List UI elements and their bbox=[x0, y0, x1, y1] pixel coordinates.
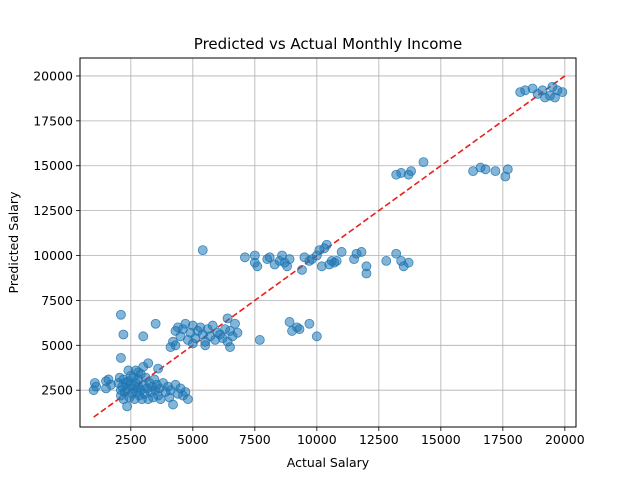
scatter-point bbox=[480, 164, 491, 175]
scatter-point bbox=[304, 318, 315, 329]
y-tick-label: 15000 bbox=[33, 158, 73, 173]
scatter-point bbox=[381, 256, 392, 266]
scatter-point bbox=[207, 320, 218, 331]
scatter-point bbox=[240, 252, 250, 263]
scatter-point bbox=[311, 331, 322, 342]
grid-lines bbox=[80, 58, 576, 427]
scatter-point bbox=[168, 399, 178, 410]
scatter-point bbox=[331, 256, 342, 266]
scatter-point bbox=[197, 245, 208, 256]
y-axis-label: Predicted Salary bbox=[6, 191, 21, 294]
scatter-point bbox=[284, 254, 295, 265]
x-tick-label: 15000 bbox=[421, 432, 461, 447]
x-tick-label: 5000 bbox=[177, 432, 209, 447]
y-tick-label: 10000 bbox=[33, 248, 73, 263]
y-tick-label: 2500 bbox=[41, 383, 73, 398]
scatter-point bbox=[336, 247, 347, 257]
scatter-point bbox=[297, 264, 307, 275]
scatter-point bbox=[91, 381, 102, 392]
x-tick-label: 20000 bbox=[545, 432, 585, 447]
y-tick-label: 7500 bbox=[41, 293, 73, 308]
scatter-point bbox=[361, 268, 372, 279]
scatter-point bbox=[284, 317, 295, 327]
scatter-point bbox=[418, 157, 429, 168]
y-tick-label: 5000 bbox=[41, 338, 73, 353]
scatter-point bbox=[187, 338, 198, 349]
scatter-point bbox=[232, 327, 243, 338]
scatter-point bbox=[264, 252, 275, 263]
x-tick-label: 10000 bbox=[297, 432, 337, 447]
scatter-point bbox=[406, 166, 416, 177]
x-axis-ticks: 2500 5000 7500 10000 12500 15000 17500 20000 bbox=[115, 427, 585, 447]
scatter-point bbox=[294, 324, 305, 335]
scatter-point bbox=[118, 329, 129, 340]
scatter-point bbox=[122, 401, 133, 412]
scatter-point bbox=[550, 92, 560, 103]
x-tick-label: 17500 bbox=[483, 432, 523, 447]
scatter-point bbox=[230, 318, 240, 329]
scatter-point bbox=[200, 340, 211, 351]
y-tick-label: 17500 bbox=[33, 113, 73, 128]
y-axis-ticks: 2500 5000 7500 10000 12500 15000 17500 20000 bbox=[33, 68, 80, 398]
x-tick-label: 7500 bbox=[239, 432, 271, 447]
x-axis-label: Actual Salary bbox=[287, 455, 370, 470]
scatter-point bbox=[403, 257, 414, 268]
scatter-point bbox=[116, 309, 126, 320]
scatter-point bbox=[557, 87, 568, 98]
scatter-point bbox=[356, 247, 367, 257]
scatter-point bbox=[225, 342, 235, 352]
scatter-point bbox=[133, 367, 144, 378]
x-tick-label: 2500 bbox=[115, 432, 147, 447]
scatter-point bbox=[391, 248, 402, 259]
scatter-point bbox=[490, 166, 501, 177]
scatter-point bbox=[153, 363, 164, 374]
chart-title: Predicted vs Actual Monthly Income bbox=[194, 35, 462, 53]
scatter-point bbox=[143, 358, 154, 369]
scatter-point bbox=[321, 239, 332, 250]
scatter-point bbox=[502, 164, 513, 175]
scatter-point bbox=[150, 318, 161, 329]
scatter-point bbox=[254, 335, 265, 345]
scatter-point bbox=[182, 394, 193, 405]
y-tick-label: 12500 bbox=[33, 203, 73, 218]
scatter-point bbox=[116, 352, 126, 363]
x-tick-label: 12500 bbox=[359, 432, 399, 447]
scatter-point bbox=[170, 340, 181, 351]
y-tick-label: 20000 bbox=[33, 68, 73, 83]
scatter-point bbox=[252, 261, 263, 272]
data-points bbox=[88, 81, 568, 412]
scatter-point bbox=[249, 250, 260, 261]
scatter-point bbox=[222, 313, 233, 324]
scatter-point bbox=[138, 331, 149, 342]
plot-frame bbox=[79, 57, 577, 428]
